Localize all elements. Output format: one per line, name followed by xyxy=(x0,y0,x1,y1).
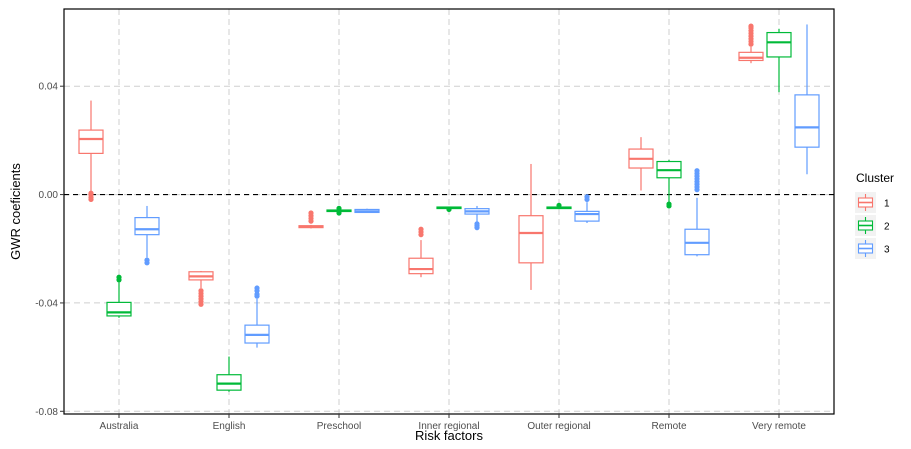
y-tick-label: -0.04 xyxy=(35,298,58,309)
x-tick-label: Remote xyxy=(651,421,686,432)
boxplot-outer-regional-cluster-1 xyxy=(518,163,544,290)
legend-item-cluster-2: 2 xyxy=(855,215,890,236)
y-tick-label: 0.04 xyxy=(39,82,59,93)
x-tick-label: Very remote xyxy=(752,421,806,432)
boxplot-australia-cluster-2 xyxy=(106,274,132,318)
box xyxy=(78,129,104,154)
outlier-point xyxy=(446,206,452,213)
box xyxy=(794,94,820,148)
x-tick-label: Outer regional xyxy=(527,421,590,432)
outlier-point xyxy=(474,225,480,231)
legend-label: 2 xyxy=(884,222,890,233)
box xyxy=(408,257,434,275)
boxplot-english-cluster-3 xyxy=(244,285,270,348)
outlier-point xyxy=(584,194,590,200)
boxplot-preschool-cluster-3 xyxy=(354,208,380,214)
box xyxy=(106,301,132,317)
boxplot-outer-regional-cluster-2 xyxy=(546,202,572,210)
outlier-point xyxy=(198,301,204,307)
box xyxy=(738,51,764,62)
boxplot-inner-regional-cluster-1 xyxy=(408,226,434,278)
outlier-point xyxy=(336,205,342,211)
boxplot-very-remote-cluster-2 xyxy=(766,28,792,93)
legend-item-cluster-1: 1 xyxy=(855,192,890,213)
boxplot-very-remote-cluster-3 xyxy=(794,24,820,175)
outlier-point xyxy=(694,168,700,174)
boxplot-english-cluster-2 xyxy=(216,356,242,392)
outlier-point xyxy=(748,23,754,29)
outlier-point xyxy=(254,293,260,299)
boxplot-very-remote-cluster-1 xyxy=(738,23,764,64)
boxplot-australia-cluster-1 xyxy=(78,100,104,203)
box xyxy=(766,31,792,58)
boxplot-english-cluster-1 xyxy=(188,270,214,307)
x-tick-label: Inner regional xyxy=(418,421,479,432)
box xyxy=(216,374,242,391)
boxplots xyxy=(78,23,820,392)
y-axis-title: GWR coeficients xyxy=(8,163,23,260)
x-axis-title: Risk factors xyxy=(415,428,483,443)
outlier-point xyxy=(666,203,672,209)
legend-title: Cluster xyxy=(856,171,894,185)
x-tick-label: Preschool xyxy=(317,421,361,432)
box xyxy=(574,210,600,222)
boxplot-australia-cluster-3 xyxy=(134,205,160,266)
outlier-point xyxy=(336,210,342,216)
boxplot-remote-cluster-2 xyxy=(656,159,682,209)
box xyxy=(134,216,160,236)
outlier-point xyxy=(308,210,314,216)
y-tick-label: 0.00 xyxy=(39,190,59,201)
boxplot-preschool-cluster-1 xyxy=(298,210,324,229)
boxplot-outer-regional-cluster-3 xyxy=(574,194,600,224)
outlier-point xyxy=(88,190,94,196)
boxplot-inner-regional-cluster-3 xyxy=(464,205,490,231)
boxplot-remote-cluster-3 xyxy=(684,168,710,257)
boxplot-preschool-cluster-2 xyxy=(326,205,352,216)
boxplot-remote-cluster-1 xyxy=(628,137,654,191)
x-tick-label: Australia xyxy=(100,421,139,432)
outlier-point xyxy=(88,196,94,203)
boxplot-inner-regional-cluster-2 xyxy=(436,206,462,213)
outlier-point xyxy=(556,202,562,209)
box xyxy=(518,215,544,264)
y-tick-label: -0.08 xyxy=(35,407,58,418)
legend: Cluster 1 2 3 xyxy=(855,171,894,259)
legend-label: 3 xyxy=(884,245,890,256)
x-tick-label: English xyxy=(213,421,246,432)
outlier-point xyxy=(418,226,424,232)
outlier-point xyxy=(144,260,150,266)
legend-label: 1 xyxy=(884,199,890,210)
legend-item-cluster-3: 3 xyxy=(855,238,890,259)
outlier-point xyxy=(116,277,122,283)
axes: -0.08 -0.04 0.00 0.04 Australia English Presch… xyxy=(35,82,806,432)
